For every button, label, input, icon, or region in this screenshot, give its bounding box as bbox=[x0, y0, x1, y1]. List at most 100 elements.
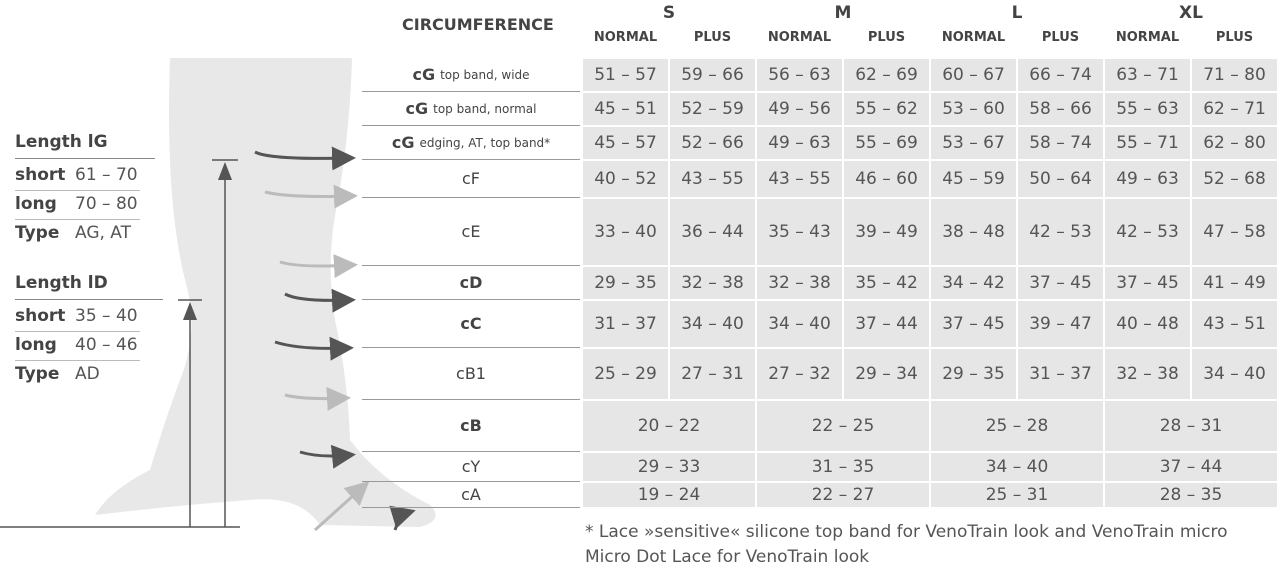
cell: 22 – 27 bbox=[757, 483, 929, 507]
cell: 58 – 74 bbox=[1018, 127, 1103, 159]
cell: 20 – 22 bbox=[583, 401, 755, 451]
cell: 45 – 51 bbox=[583, 93, 668, 125]
cell: 66 – 74 bbox=[1018, 59, 1103, 91]
row-code: cF bbox=[462, 169, 480, 188]
cell: 34 – 40 bbox=[931, 453, 1103, 481]
length-title: Length lD bbox=[15, 273, 108, 293]
row-label: cA bbox=[362, 482, 580, 508]
cell: 62 – 71 bbox=[1192, 93, 1277, 125]
cell: 62 – 80 bbox=[1192, 127, 1277, 159]
rule bbox=[15, 360, 140, 361]
cell: 58 – 66 bbox=[1018, 93, 1103, 125]
sub-header: PLUS bbox=[1041, 30, 1080, 45]
row-code: cG bbox=[405, 99, 429, 118]
cell: 55 – 63 bbox=[1105, 93, 1190, 125]
row-note: top band, wide bbox=[440, 67, 530, 82]
cell: 40 – 48 bbox=[1105, 301, 1190, 347]
cell: 37 – 45 bbox=[931, 301, 1016, 347]
cell: 29 – 35 bbox=[931, 349, 1016, 399]
length-value: 35 – 40 bbox=[75, 306, 138, 326]
cell: 31 – 35 bbox=[757, 453, 929, 481]
cell: 19 – 24 bbox=[583, 483, 755, 507]
rule bbox=[15, 190, 140, 191]
sub-header: NORMAL bbox=[1115, 30, 1180, 45]
row-label: cY bbox=[362, 452, 580, 482]
cell: 31 – 37 bbox=[583, 301, 668, 347]
row-code: cD bbox=[459, 273, 483, 292]
leg-illustration bbox=[0, 58, 436, 532]
length-label: Type bbox=[15, 223, 60, 243]
cell: 27 – 31 bbox=[670, 349, 755, 399]
cell: 63 – 71 bbox=[1105, 59, 1190, 91]
cell: 37 – 45 bbox=[1018, 267, 1103, 299]
length-value: AD bbox=[75, 364, 100, 384]
cell: 52 – 66 bbox=[670, 127, 755, 159]
cell: 41 – 49 bbox=[1192, 267, 1277, 299]
size-header: S bbox=[662, 3, 676, 23]
length-value: 40 – 46 bbox=[75, 335, 138, 355]
cell: 39 – 49 bbox=[844, 199, 929, 265]
cell: 25 – 28 bbox=[931, 401, 1103, 451]
row-label: cC bbox=[362, 300, 580, 348]
row-label: cB1 bbox=[362, 348, 580, 400]
row-note: top band, normal bbox=[433, 101, 537, 116]
footnote: Micro Dot Lace for VenoTrain look bbox=[585, 547, 870, 567]
cell: 29 – 35 bbox=[583, 267, 668, 299]
rule bbox=[15, 219, 140, 220]
cell: 42 – 53 bbox=[1018, 199, 1103, 265]
row-label: cG top band, wide bbox=[362, 58, 580, 92]
cell: 25 – 29 bbox=[583, 349, 668, 399]
row-label: cB bbox=[362, 400, 580, 452]
row-code: cB bbox=[460, 416, 482, 435]
length-value: 70 – 80 bbox=[75, 194, 138, 214]
length-value: AG, AT bbox=[75, 223, 132, 243]
cell: 55 – 71 bbox=[1105, 127, 1190, 159]
row-label: cG edging, AT, top band* bbox=[362, 126, 580, 160]
cell: 59 – 66 bbox=[670, 59, 755, 91]
size-header: M bbox=[834, 3, 852, 23]
sub-header: PLUS bbox=[693, 30, 732, 45]
cell: 31 – 37 bbox=[1018, 349, 1103, 399]
cell: 28 – 35 bbox=[1105, 483, 1277, 507]
cell: 53 – 67 bbox=[931, 127, 1016, 159]
cell: 22 – 25 bbox=[757, 401, 929, 451]
cell: 28 – 31 bbox=[1105, 401, 1277, 451]
length-label: Type bbox=[15, 364, 60, 384]
row-label: cG top band, normal bbox=[362, 92, 580, 126]
row-note: edging, AT, top band* bbox=[419, 135, 551, 150]
table-header: CIRCUMFERENCE bbox=[402, 15, 554, 34]
row-code: cB1 bbox=[456, 364, 486, 383]
cell: 45 – 59 bbox=[931, 161, 1016, 197]
row-label: cF bbox=[362, 160, 580, 198]
cell: 47 – 58 bbox=[1192, 199, 1277, 265]
footnote: * Lace »sensitive« silicone top band for… bbox=[585, 522, 1228, 542]
row-code: cY bbox=[461, 457, 481, 476]
size-header: XL bbox=[1179, 3, 1203, 23]
cell: 60 – 67 bbox=[931, 59, 1016, 91]
sub-header: PLUS bbox=[1215, 30, 1254, 45]
length-label: long bbox=[15, 335, 57, 355]
size-header: L bbox=[1011, 3, 1023, 23]
cell: 62 – 69 bbox=[844, 59, 929, 91]
cell: 34 – 40 bbox=[670, 301, 755, 347]
cell: 52 – 59 bbox=[670, 93, 755, 125]
length-title: Length lG bbox=[15, 132, 108, 152]
sub-header: PLUS bbox=[867, 30, 906, 45]
cell: 45 – 57 bbox=[583, 127, 668, 159]
length-label: short bbox=[15, 306, 66, 326]
length-label: short bbox=[15, 165, 66, 185]
cell: 51 – 57 bbox=[583, 59, 668, 91]
rule bbox=[15, 331, 140, 332]
cell: 32 – 38 bbox=[1105, 349, 1190, 399]
cell: 43 – 55 bbox=[757, 161, 842, 197]
row-code: cA bbox=[461, 485, 481, 504]
cell: 32 – 38 bbox=[757, 267, 842, 299]
cell: 34 – 42 bbox=[931, 267, 1016, 299]
cell: 29 – 34 bbox=[844, 349, 929, 399]
cell: 34 – 40 bbox=[1192, 349, 1277, 399]
sub-header: NORMAL bbox=[941, 30, 1006, 45]
cell: 38 – 48 bbox=[931, 199, 1016, 265]
cell: 40 – 52 bbox=[583, 161, 668, 197]
cell: 49 – 63 bbox=[757, 127, 842, 159]
